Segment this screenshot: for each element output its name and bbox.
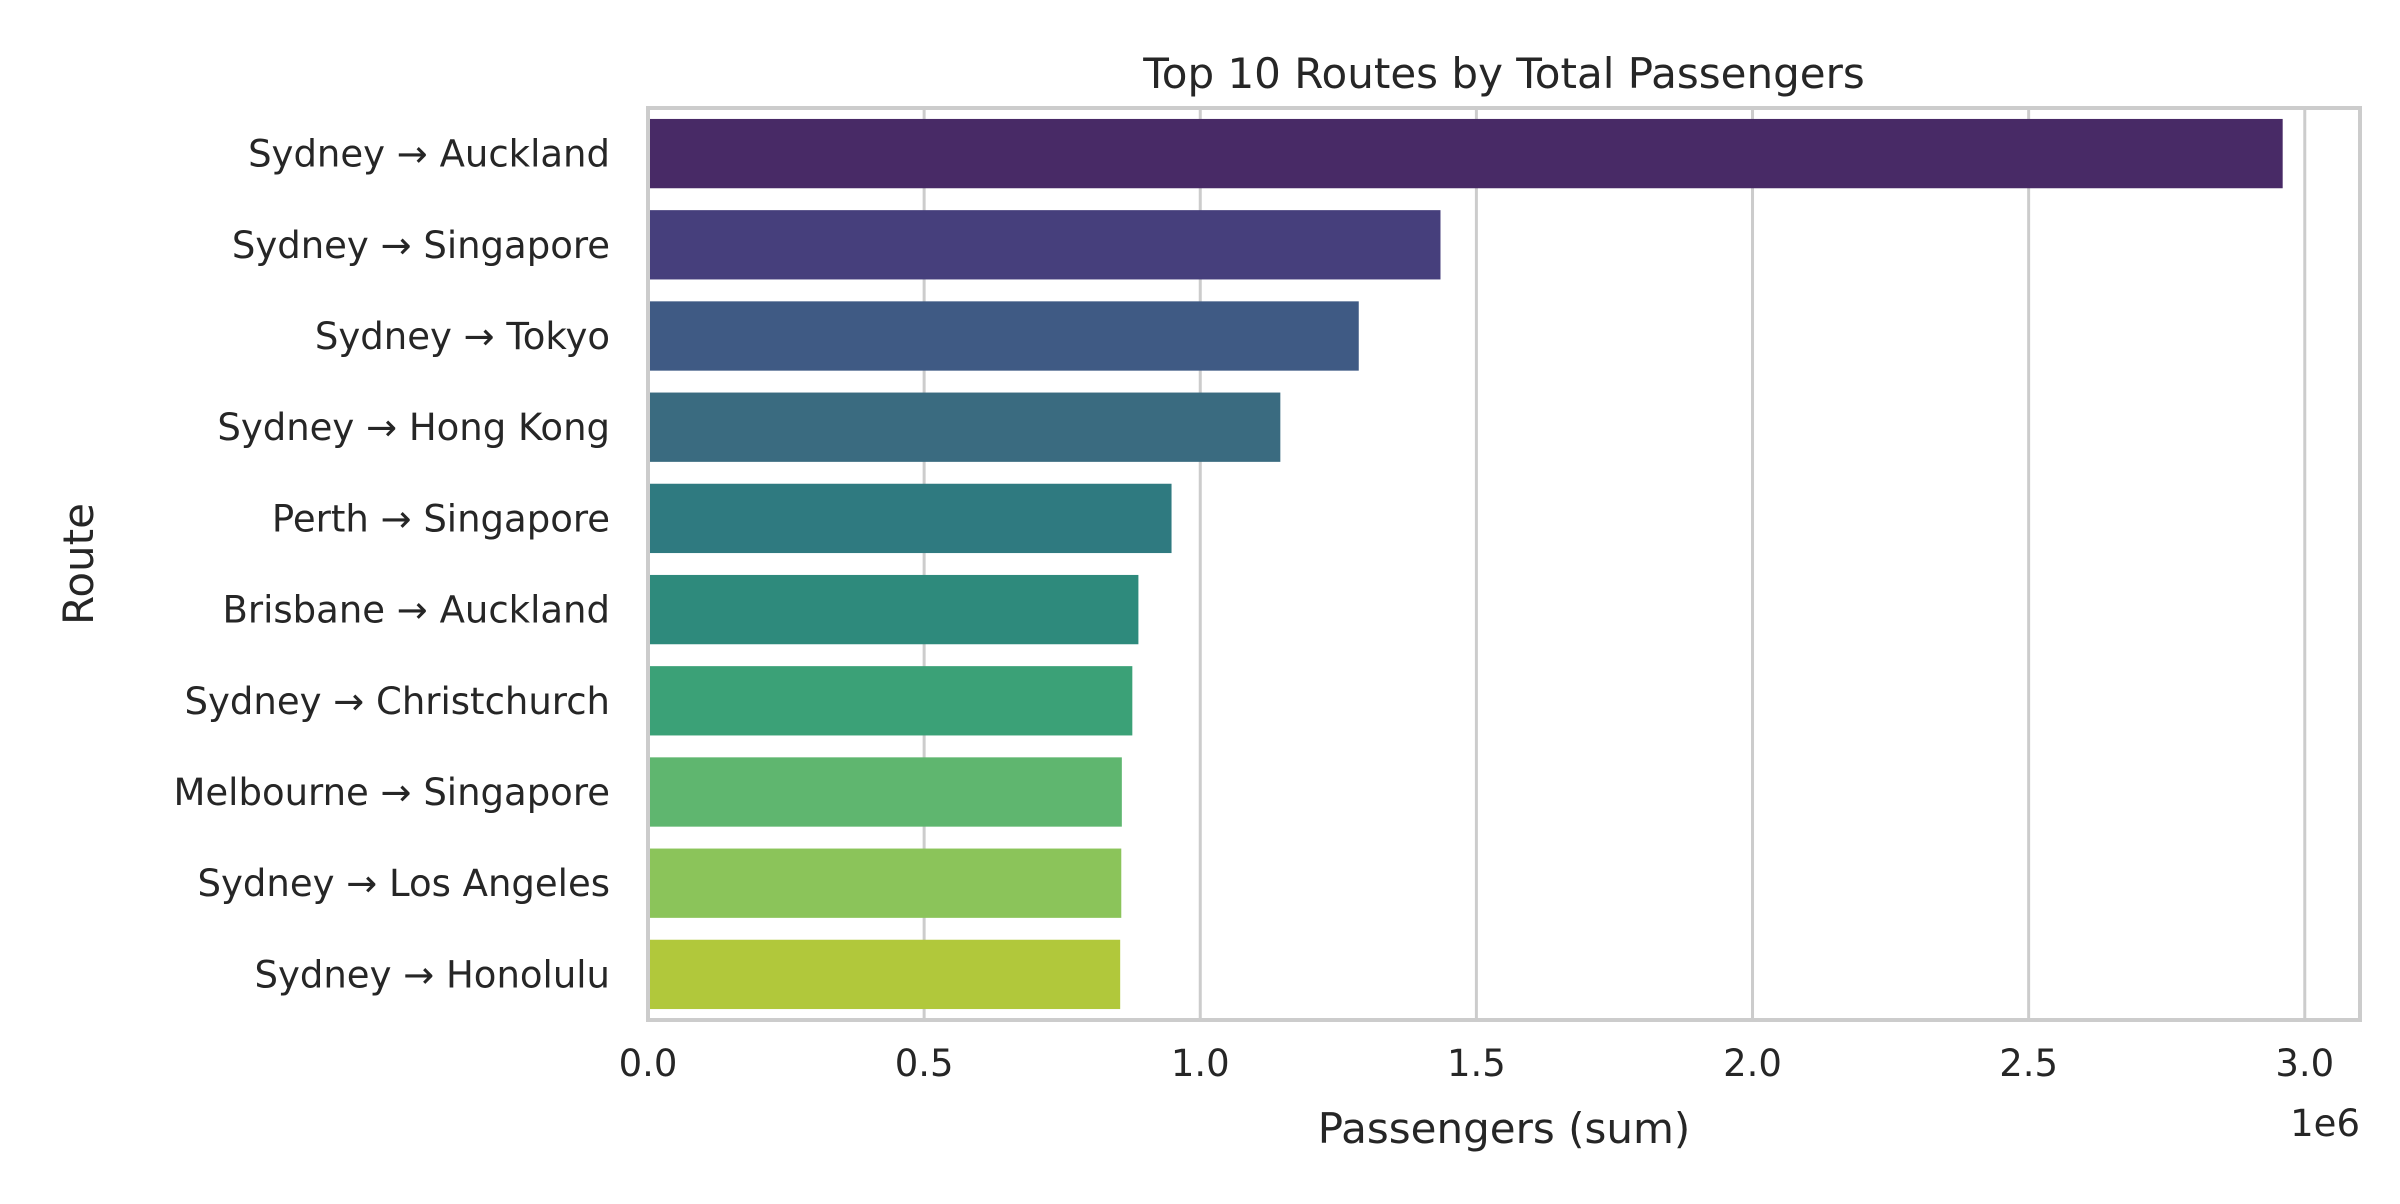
x-axis-offset-label: 1e6 <box>2290 1102 2360 1145</box>
x-tick-label: 2.5 <box>1999 1042 2058 1085</box>
x-tick-label: 2.0 <box>1723 1042 1782 1085</box>
y-tick-label: Melbourne → Singapore <box>173 771 610 814</box>
x-tick-label: 0.5 <box>895 1042 954 1085</box>
x-tick-labels: 0.0 0.5 1.0 1.5 2.0 2.5 3.0 <box>619 1042 2335 1085</box>
y-tick-label: Sydney → Auckland <box>248 133 610 176</box>
x-tick-label: 3.0 <box>2275 1042 2334 1085</box>
y-tick-label: Brisbane → Auckland <box>223 589 610 632</box>
bar-8 <box>648 757 1122 827</box>
bar-2 <box>648 210 1441 280</box>
bars <box>648 118 2283 1010</box>
y-tick-label: Sydney → Tokyo <box>315 315 610 358</box>
x-tick-label: 0.0 <box>619 1042 678 1085</box>
y-tick-label: Sydney → Singapore <box>232 224 610 267</box>
y-tick-labels: Sydney → Auckland Sydney → Singapore Sydne… <box>173 133 610 997</box>
bar-3 <box>648 301 1359 371</box>
bar-5 <box>648 483 1172 554</box>
y-tick-label: Sydney → Los Angeles <box>198 862 610 905</box>
x-tick-label: 1.0 <box>1171 1042 1230 1085</box>
y-tick-label: Sydney → Hong Kong <box>217 406 610 449</box>
bar-7 <box>648 666 1133 736</box>
chart-title: Top 10 Routes by Total Passengers <box>1142 49 1865 98</box>
y-axis-title: Route <box>54 503 103 625</box>
y-tick-label: Perth → Singapore <box>272 497 610 540</box>
y-tick-label: Sydney → Honolulu <box>254 953 610 996</box>
bar-4 <box>648 392 1281 462</box>
bar-6 <box>648 574 1139 645</box>
bar-1 <box>648 118 2283 189</box>
x-axis-title: Passengers (sum) <box>1318 1104 1691 1153</box>
bar-9 <box>648 848 1122 918</box>
x-tick-label: 1.5 <box>1447 1042 1506 1085</box>
plot-frame <box>646 106 2362 1022</box>
bar-10 <box>648 939 1121 1010</box>
y-tick-label: Sydney → Christchurch <box>185 680 611 723</box>
